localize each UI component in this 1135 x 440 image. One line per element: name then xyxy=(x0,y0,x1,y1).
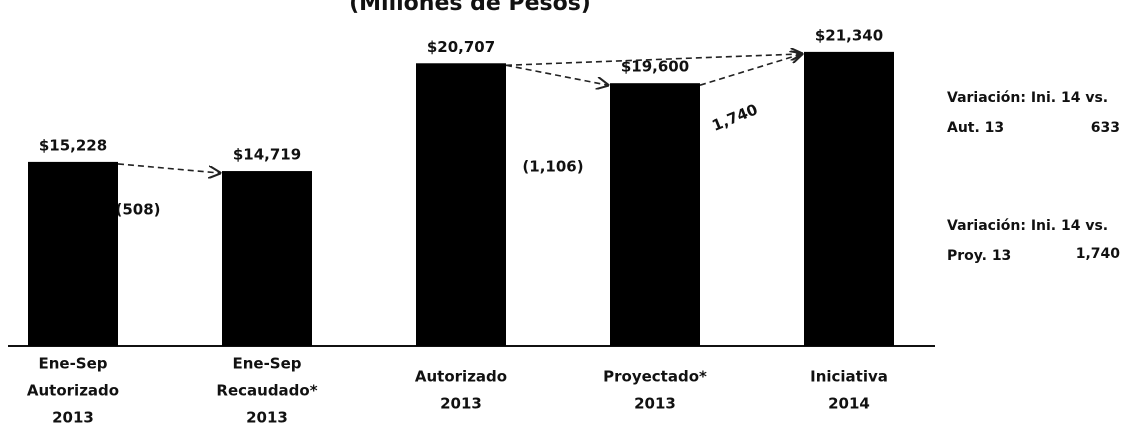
x-tick-label: 2013 xyxy=(634,395,676,413)
chart-title: (Millones de Pesos) xyxy=(349,0,591,16)
data-label: $20,707 xyxy=(427,38,495,56)
x-tick-label: 2013 xyxy=(52,409,94,427)
x-tick-label: Proyectado* xyxy=(603,368,707,386)
data-label: $15,228 xyxy=(39,136,107,154)
data-label: $14,719 xyxy=(233,146,301,164)
bar xyxy=(804,51,894,346)
bar xyxy=(28,161,118,346)
data-label: $21,340 xyxy=(815,26,883,44)
x-tick-label: 2013 xyxy=(246,409,288,427)
bar xyxy=(416,63,506,347)
x-tick-label: Autorizado xyxy=(415,368,507,386)
note: Variación: Ini. 14 vs. xyxy=(947,90,1108,106)
bar xyxy=(222,171,312,346)
arrow xyxy=(117,163,220,173)
x-tick-label: 2014 xyxy=(828,395,870,413)
annotation: 1,740 xyxy=(709,100,760,134)
note: 633 xyxy=(1091,120,1120,136)
note: Variación: Ini. 14 vs. xyxy=(947,218,1108,234)
arrow xyxy=(699,54,802,86)
x-tick-label: Ene-Sep xyxy=(232,355,301,373)
note: Aut. 13 xyxy=(947,120,1004,136)
data-label: $19,600 xyxy=(621,58,689,76)
arrow xyxy=(505,64,608,85)
annotation: (1,106) xyxy=(522,158,583,176)
annotation: (508) xyxy=(115,201,160,219)
x-tick-label: Iniciativa xyxy=(810,368,888,386)
bar xyxy=(610,83,700,346)
x-tick-label: Recaudado* xyxy=(216,382,317,400)
note: Proy. 13 xyxy=(947,248,1011,264)
x-tick-label: 2013 xyxy=(440,395,482,413)
x-tick-label: Ene-Sep xyxy=(38,355,107,373)
x-tick-label: Autorizado xyxy=(27,382,119,400)
note: 1,740 xyxy=(1076,246,1121,262)
